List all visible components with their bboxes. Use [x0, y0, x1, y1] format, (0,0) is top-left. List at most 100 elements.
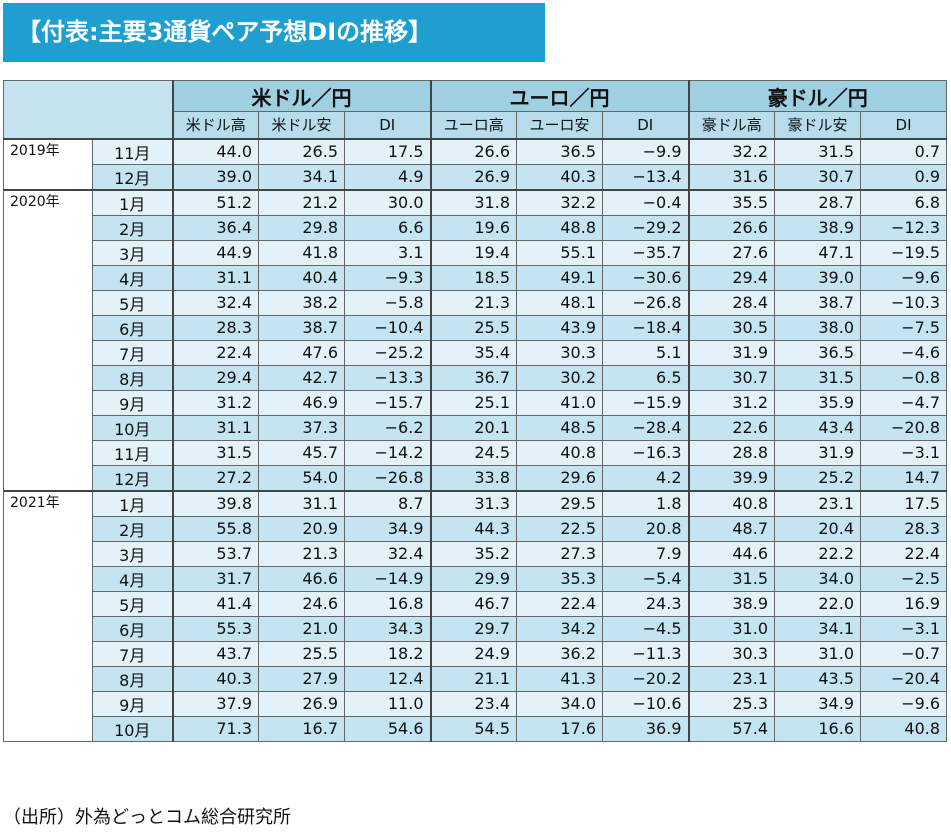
value-cell: 54.5 [429, 715, 517, 742]
value-cell: 38.9 [687, 590, 775, 617]
value-cell: 28.3 [171, 314, 259, 341]
value-cell: 29.6 [516, 464, 603, 491]
data-row: 7月 43.7 25.5 18.2 24.9 36.2 −11.3 30.3 31.0 −0.7 [4, 640, 948, 667]
month-cell: 7月 [92, 640, 173, 667]
column-header: DI [859, 111, 948, 139]
value-cell: −10.3 [859, 289, 948, 316]
value-cell: 55.3 [171, 615, 259, 642]
month-cell: 8月 [92, 364, 173, 391]
value-cell: 0.9 [859, 163, 948, 190]
value-cell: 31.7 [171, 565, 259, 592]
value-cell: −28.4 [602, 414, 689, 441]
month-cell: 4月 [92, 264, 173, 291]
value-cell: 43.4 [774, 414, 861, 441]
value-cell: 21.1 [429, 665, 517, 692]
value-cell: 53.7 [171, 540, 259, 567]
value-cell: 40.3 [171, 665, 259, 692]
value-cell: 26.9 [258, 690, 345, 717]
value-cell: 23.1 [774, 489, 861, 517]
value-cell: 31.1 [171, 264, 259, 291]
value-cell: 31.2 [687, 389, 775, 416]
data-row: 6月 55.3 21.0 34.3 29.7 34.2 −4.5 31.0 34.1 −3.1 [4, 615, 948, 642]
value-cell: 16.9 [859, 590, 948, 617]
value-cell: 36.7 [429, 364, 517, 391]
value-cell: 22.4 [171, 339, 259, 366]
value-cell: 32.2 [687, 137, 775, 165]
data-row: 12月 27.2 54.0 −26.8 33.8 29.6 4.2 39.9 25.2 14.7 [4, 464, 948, 491]
value-cell: 28.7 [774, 188, 861, 216]
value-cell: 31.0 [687, 615, 775, 642]
value-cell: 31.8 [429, 188, 517, 216]
value-cell: −4.5 [602, 615, 689, 642]
month-cell: 5月 [92, 289, 173, 316]
value-cell: 40.3 [516, 163, 603, 190]
value-cell: 54.0 [258, 464, 345, 491]
column-header: DI [344, 111, 431, 139]
value-cell: −3.1 [859, 439, 948, 466]
data-row: 7月 22.4 47.6 −25.2 35.4 30.3 5.1 31.9 36.5 −4.6 [4, 339, 948, 366]
value-cell: 25.1 [429, 389, 517, 416]
value-cell: 34.0 [516, 690, 603, 717]
value-cell: 44.0 [171, 137, 259, 165]
value-cell: −3.1 [859, 615, 948, 642]
value-cell: 38.7 [258, 314, 345, 341]
value-cell: 30.3 [687, 640, 775, 667]
source-note: （出所）外為どっとコム総合研究所 [3, 807, 291, 828]
value-cell: 45.7 [258, 439, 345, 466]
value-cell: 23.1 [687, 665, 775, 692]
value-cell: 34.1 [774, 615, 861, 642]
month-cell: 4月 [92, 565, 173, 592]
month-cell: 8月 [92, 665, 173, 692]
value-cell: −29.2 [602, 214, 689, 241]
value-cell: 40.8 [687, 489, 775, 517]
value-cell: 30.3 [516, 339, 603, 366]
value-cell: 23.4 [429, 690, 517, 717]
value-cell: 16.7 [258, 715, 345, 742]
data-row: 9月 31.2 46.9 −15.7 25.1 41.0 −15.9 31.2 35.9 −4.7 [4, 389, 948, 416]
value-cell: −20.8 [859, 414, 948, 441]
value-cell: 27.9 [258, 665, 345, 692]
value-cell: 30.5 [687, 314, 775, 341]
month-cell: 1月 [92, 489, 173, 517]
value-cell: 44.6 [687, 540, 775, 567]
value-cell: −5.4 [602, 565, 689, 592]
value-cell: 31.3 [429, 489, 517, 517]
value-cell: 6.6 [344, 214, 431, 241]
value-cell: 31.2 [171, 389, 259, 416]
value-cell: 42.7 [258, 364, 345, 391]
title: 【付表:主要3通貨ペア予想DIの推移】 [3, 3, 545, 62]
data-row: 2月 36.4 29.8 6.6 19.6 48.8 −29.2 26.6 38.9 −12.3 [4, 214, 948, 241]
value-cell: 31.5 [171, 439, 259, 466]
value-cell: 34.1 [258, 163, 345, 190]
value-cell: 31.5 [687, 565, 775, 592]
group-header: 豪ドル／円 [687, 80, 948, 112]
value-cell: 27.2 [171, 464, 259, 491]
data-table: 米ドル／円 ユーロ／円 豪ドル／円 米ドル高 米ドル安 DI ユーロ高 ユーロ安 DI 豪ドル高豪… [3, 80, 948, 742]
value-cell: 28.3 [859, 515, 948, 542]
value-cell: −9.6 [859, 690, 948, 717]
data-row: 3月 53.7 21.3 32.4 35.2 27.3 7.9 44.6 22.2 22.4 [4, 540, 948, 567]
value-cell: 47.6 [258, 339, 345, 366]
value-cell: 4.2 [602, 464, 689, 491]
data-row: 10月 31.1 37.3 −6.2 20.1 48.5 −28.4 22.6 43.4 −20.… [4, 414, 948, 441]
data-row: 2月 55.8 20.9 34.9 44.3 22.5 20.8 48.7 20.4 28.3 [4, 515, 948, 542]
value-cell: 55.8 [171, 515, 259, 542]
value-cell: 20.8 [602, 515, 689, 542]
value-cell: 48.1 [516, 289, 603, 316]
value-cell: 29.8 [258, 214, 345, 241]
value-cell: 41.3 [516, 665, 603, 692]
value-cell: −13.3 [344, 364, 431, 391]
value-cell: 44.9 [171, 239, 259, 266]
value-cell: 22.2 [774, 540, 861, 567]
value-cell: 0.7 [859, 137, 948, 165]
month-cell: 12月 [92, 464, 173, 491]
value-cell: −11.3 [602, 640, 689, 667]
value-cell: −26.8 [344, 464, 431, 491]
value-cell: 25.5 [429, 314, 517, 341]
value-cell: 21.0 [258, 615, 345, 642]
value-cell: 43.7 [171, 640, 259, 667]
table-body: 2019年 11月 44.0 26.5 17.5 26.6 36.5 −9.9 32.2 31.5… [3, 137, 948, 742]
value-cell: 37.9 [171, 690, 259, 717]
value-cell: 18.2 [344, 640, 431, 667]
value-cell: −30.6 [602, 264, 689, 291]
